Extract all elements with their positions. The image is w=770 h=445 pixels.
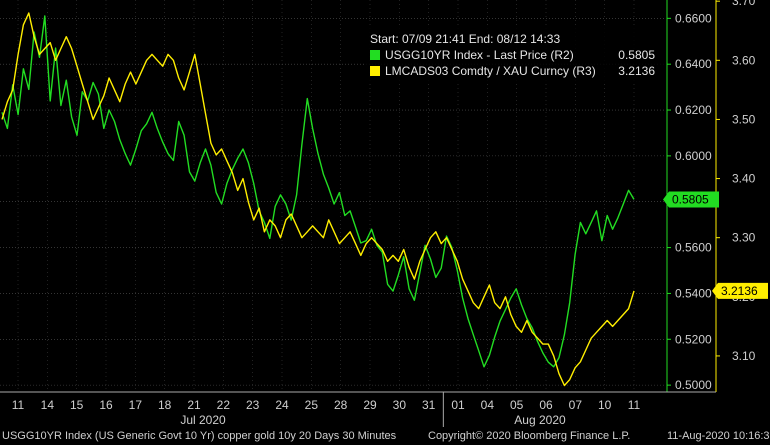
x-tick-label: 17	[129, 398, 143, 412]
green-axis-label: 0.6600	[675, 11, 712, 25]
green-axis-label: 0.6000	[675, 149, 712, 163]
green-axis-label: 0.5200	[675, 332, 712, 346]
left-axis: 0.66000.64000.62000.60000.58000.56000.54…	[667, 11, 712, 392]
legend-value-yellow: 3.2136	[618, 64, 655, 78]
yellow-axis-label: 3.40	[732, 172, 756, 186]
yellow-badge: 3.2136	[712, 282, 768, 299]
x-tick-label: 28	[334, 398, 348, 412]
series-line-copper-gold	[1, 12, 635, 387]
green-axis-label: 0.5400	[675, 286, 712, 300]
x-tick-label: 23	[246, 398, 260, 412]
x-tick-label: 24	[275, 398, 289, 412]
x-tick-label: 16	[99, 398, 113, 412]
x-tick-label: 05	[510, 398, 524, 412]
yellow-axis-label: 3.30	[732, 231, 756, 245]
x-tick-label: 25	[305, 398, 319, 412]
green-axis-label: 0.6200	[675, 103, 712, 117]
yellow-badge-value: 3.2136	[721, 284, 758, 298]
x-tick-label: 04	[481, 398, 495, 412]
footer-timestamp: 11-Aug-2020 10:16:39	[667, 430, 770, 442]
x-tick-label: 15	[70, 398, 84, 412]
footer-copyright: Copyright© 2020 Bloomberg Finance L.P.	[428, 430, 631, 442]
legend-label-green: USGG10YR Index - Last Price (R2)	[385, 48, 574, 62]
x-tick-label: 10	[598, 398, 612, 412]
x-tick-label: 18	[158, 398, 172, 412]
x-tick-label: 07	[569, 398, 583, 412]
x-tick-label: 22	[217, 398, 231, 412]
x-tick-label: 06	[539, 398, 553, 412]
series-line-usgg10yr	[1, 15, 635, 368]
green-axis-label: 0.6400	[675, 57, 712, 71]
x-tick-label: 14	[41, 398, 55, 412]
green-badge: 0.5805	[663, 191, 719, 208]
x-tick-label: 21	[187, 398, 201, 412]
green-axis-label: 0.5600	[675, 241, 712, 255]
month-label-aug: Aug 2020	[514, 413, 566, 427]
chart-canvas: 0.66000.64000.62000.60000.58000.56000.54…	[0, 0, 768, 427]
footer: USGG10YR Index (US Generic Govt 10 Yr) c…	[0, 430, 770, 445]
x-axis: 11 14 15 16 17 18 21 22 23 24 25 28 29 30 31 01 04 05 06 07…	[0, 391, 716, 427]
yellow-axis-label: 3.10	[732, 349, 756, 363]
series-layer	[1, 12, 635, 387]
legend-range: Start: 07/09 21:41 End: 08/12 14:33	[370, 32, 560, 46]
yellow-axis-label: 3.60	[732, 53, 756, 67]
legend-swatch-yellow	[370, 66, 380, 76]
x-tick-label: 29	[363, 398, 377, 412]
yellow-axis-label: 3.70	[732, 0, 756, 8]
yellow-axis-label: 3.50	[732, 112, 756, 126]
footer-description: USGG10YR Index (US Generic Govt 10 Yr) c…	[2, 430, 397, 442]
month-label-jul: Jul 2020	[180, 413, 226, 427]
x-tick-label: 01	[451, 398, 465, 412]
x-tick-label: 30	[393, 398, 407, 412]
legend-swatch-green	[370, 50, 380, 60]
x-tick-label: 11	[628, 398, 641, 412]
x-tick-label: 11	[12, 398, 25, 412]
x-tick-label: 31	[422, 398, 436, 412]
legend-value-green: 0.5805	[618, 48, 655, 62]
green-badge-value: 0.5805	[672, 192, 709, 206]
legend-label-yellow: LMCADS03 Comdty / XAU Curncy (R3)	[385, 64, 596, 78]
legend: Start: 07/09 21:41 End: 08/12 14:33 USGG…	[364, 28, 664, 84]
green-axis-label: 0.5000	[675, 378, 712, 392]
